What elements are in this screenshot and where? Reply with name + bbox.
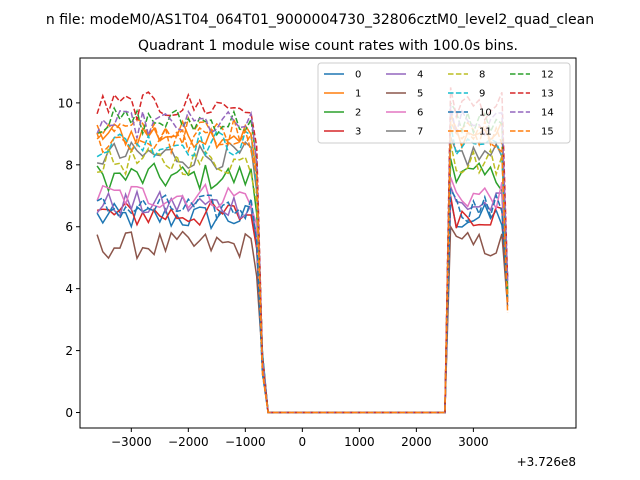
legend-label-14: 14 (541, 108, 554, 119)
x-offset-label: +3.726e8 (517, 455, 576, 469)
y-tick-label: 4 (65, 282, 73, 296)
legend-label-8: 8 (479, 70, 485, 81)
y-tick-label: 0 (65, 406, 73, 420)
legend-label-3: 3 (355, 127, 361, 138)
x-tick-label: −1000 (225, 435, 266, 449)
legend-label-9: 9 (479, 89, 485, 100)
x-tick-label: −2000 (168, 435, 209, 449)
series-line-15 (96, 121, 509, 414)
legend-label-10: 10 (479, 108, 492, 119)
axes-frame (79, 57, 577, 429)
y-tick-label: 2 (65, 344, 73, 358)
y-tick-label: 10 (58, 96, 73, 110)
figure-suptitle: n file: modeM0/AS1T04_064T01_9000004730_… (46, 12, 594, 28)
axis-ticks: −3000 −2000 −1000 0 1000 2000 3000 0 2 4 6 8 10 (58, 96, 489, 449)
plot-area (96, 87, 509, 414)
y-tick-label: 8 (65, 158, 73, 172)
legend-label-7: 7 (417, 127, 423, 138)
x-tick-label: 3000 (458, 435, 489, 449)
legend-label-12: 12 (541, 70, 554, 81)
legend-label-5: 5 (417, 89, 423, 100)
legend-label-13: 13 (541, 89, 554, 100)
legend-label-4: 4 (417, 70, 423, 81)
legend-box (317, 62, 571, 144)
legend-label-11: 11 (479, 127, 492, 138)
legend-label-6: 6 (417, 108, 423, 119)
x-tick-label: 1000 (344, 435, 375, 449)
x-tick-label: 0 (299, 435, 307, 449)
legend-label-15: 15 (541, 127, 554, 138)
chart-title: Quadrant 1 module wise count rates with … (138, 38, 518, 54)
y-tick-label: 6 (65, 220, 73, 234)
x-tick-label: 2000 (401, 435, 432, 449)
x-tick-label: −3000 (111, 435, 152, 449)
legend-label-2: 2 (355, 108, 361, 119)
legend-label-1: 1 (355, 89, 361, 100)
legend-label-0: 0 (355, 70, 361, 81)
